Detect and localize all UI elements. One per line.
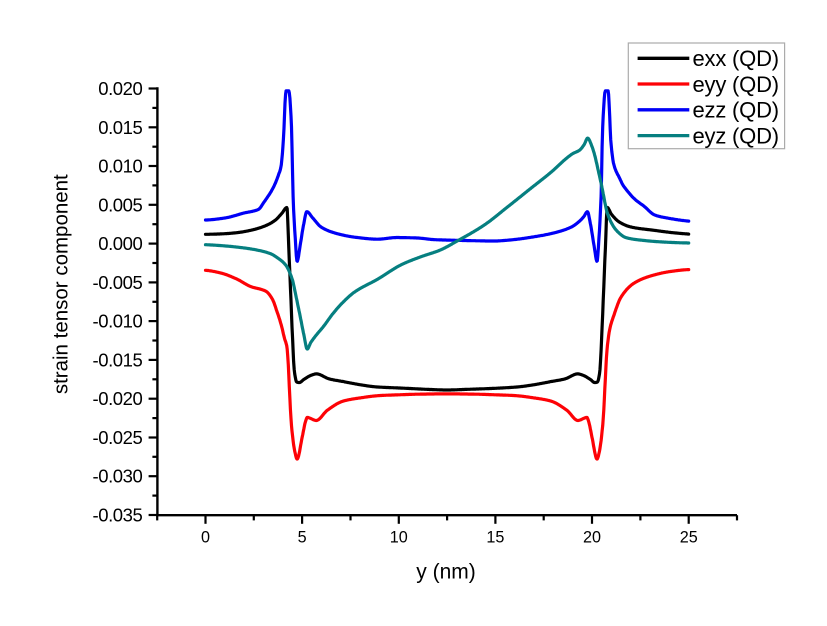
svg-text:strain tensor component: strain tensor component [50, 174, 73, 394]
svg-text:20: 20 [583, 528, 601, 546]
svg-text:10: 10 [390, 528, 408, 546]
svg-text:0.020: 0.020 [98, 78, 142, 99]
svg-text:eyy (QD): eyy (QD) [693, 72, 779, 97]
svg-text:-0.005: -0.005 [93, 272, 143, 293]
svg-text:eyz (QD): eyz (QD) [693, 124, 779, 149]
svg-text:-0.010: -0.010 [93, 311, 143, 332]
svg-text:0.015: 0.015 [98, 117, 142, 138]
svg-text:5: 5 [298, 528, 307, 546]
svg-text:0.000: 0.000 [98, 233, 142, 254]
svg-text:exx (QD): exx (QD) [693, 46, 779, 71]
svg-text:y (nm): y (nm) [416, 561, 476, 584]
svg-text:-0.025: -0.025 [93, 427, 143, 448]
svg-text:-0.030: -0.030 [93, 466, 143, 487]
svg-text:ezz (QD): ezz (QD) [693, 98, 779, 123]
svg-text:-0.035: -0.035 [93, 505, 143, 526]
svg-text:0: 0 [201, 528, 210, 546]
svg-text:-0.015: -0.015 [93, 349, 143, 370]
svg-text:25: 25 [680, 528, 698, 546]
svg-text:-0.020: -0.020 [93, 388, 143, 409]
svg-text:0.010: 0.010 [98, 156, 142, 177]
svg-text:15: 15 [486, 528, 504, 546]
svg-text:0.005: 0.005 [98, 194, 142, 215]
